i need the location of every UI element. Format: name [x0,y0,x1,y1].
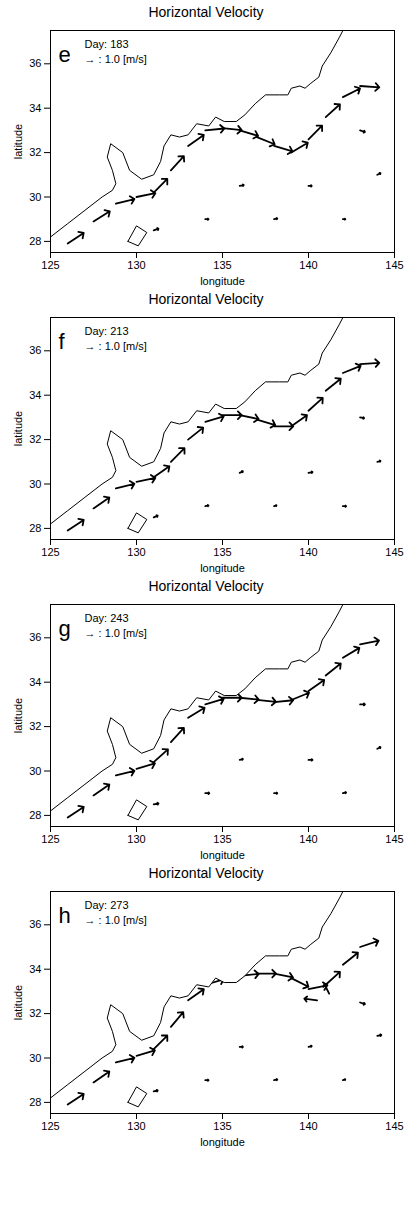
svg-text:32: 32 [29,433,41,445]
svg-text:32: 32 [29,720,41,732]
svg-text:125: 125 [41,546,59,558]
svg-text:36: 36 [29,344,41,356]
svg-text:longitude: longitude [200,562,245,574]
svg-text:e: e [59,42,71,67]
svg-text:latitude: latitude [12,411,24,446]
svg-text:→ : 1.0 [m/s]: → : 1.0 [m/s] [85,340,147,352]
svg-text:36: 36 [29,918,41,930]
html-text:Horizontal Velocity: Horizontal Velocity [148,4,264,20]
svg-text:28: 28 [29,1096,41,1108]
svg-text:135: 135 [213,259,231,271]
svg-text:36: 36 [29,57,41,69]
svg-text:Day: 213: Day: 213 [85,325,129,337]
svg-text:145: 145 [385,259,403,271]
svg-text:latitude: latitude [12,698,24,733]
svg-text:135: 135 [213,1120,231,1132]
svg-text:Day: 183: Day: 183 [85,38,129,50]
svg-text:130: 130 [127,546,145,558]
svg-text:28: 28 [29,522,41,534]
svg-text:140: 140 [299,546,317,558]
svg-text:→ : 1.0 [m/s]: → : 1.0 [m/s] [85,53,147,65]
svg-text:130: 130 [127,1120,145,1132]
svg-text:140: 140 [299,833,317,845]
svg-text:Day: 273: Day: 273 [85,899,129,911]
html-text:Horizontal Velocity: Horizontal Velocity [148,291,264,307]
svg-text:145: 145 [385,546,403,558]
svg-text:34: 34 [29,102,41,114]
svg-text:34: 34 [29,676,41,688]
svg-text:28: 28 [29,235,41,247]
svg-text:140: 140 [299,1120,317,1132]
svg-text:longitude: longitude [200,275,245,287]
svg-text:Day: 243: Day: 243 [85,612,129,624]
svg-text:125: 125 [41,259,59,271]
svg-text:latitude: latitude [12,124,24,159]
svg-text:28: 28 [29,809,41,821]
html-text:Horizontal Velocity: Horizontal Velocity [148,578,264,594]
svg-text:→ : 1.0 [m/s]: → : 1.0 [m/s] [85,914,147,926]
svg-text:135: 135 [213,833,231,845]
svg-text:latitude: latitude [12,985,24,1020]
svg-text:135: 135 [213,546,231,558]
svg-text:34: 34 [29,389,41,401]
svg-text:longitude: longitude [200,1136,245,1148]
svg-text:30: 30 [29,765,41,777]
svg-text:32: 32 [29,146,41,158]
svg-text:30: 30 [29,1052,41,1064]
svg-text:→ : 1.0 [m/s]: → : 1.0 [m/s] [85,627,147,639]
svg-text:30: 30 [29,191,41,203]
svg-text:145: 145 [385,1120,403,1132]
svg-text:g: g [59,616,71,641]
svg-text:125: 125 [41,833,59,845]
svg-text:f: f [59,329,66,354]
svg-text:30: 30 [29,478,41,490]
svg-text:34: 34 [29,963,41,975]
svg-text:longitude: longitude [200,849,245,861]
html-text:Horizontal Velocity: Horizontal Velocity [148,865,264,881]
svg-text:130: 130 [127,259,145,271]
svg-text:145: 145 [385,833,403,845]
svg-text:140: 140 [299,259,317,271]
svg-text:125: 125 [41,1120,59,1132]
svg-text:130: 130 [127,833,145,845]
svg-text:h: h [59,903,71,928]
svg-text:36: 36 [29,631,41,643]
svg-text:32: 32 [29,1007,41,1019]
